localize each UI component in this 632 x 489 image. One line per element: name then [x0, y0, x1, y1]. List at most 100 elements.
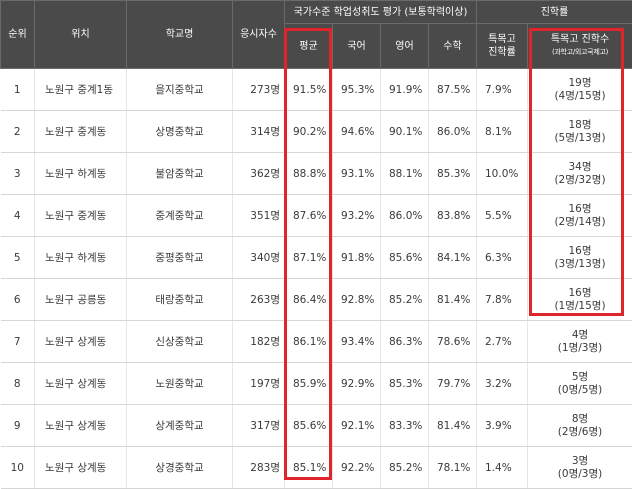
cell-school: 노원중학교: [127, 363, 233, 405]
cell-test-takers: 283명: [233, 447, 285, 489]
cell-test-takers: 362명: [233, 153, 285, 195]
cell-average: 90.2%: [285, 111, 333, 153]
header-special-rate: 특목고 진학률: [477, 24, 528, 69]
cell-special-rate: 6.3%: [477, 237, 528, 279]
cell-test-takers: 263명: [233, 279, 285, 321]
cell-english: 86.0%: [381, 195, 429, 237]
header-special-rate-line2: 진학률: [477, 46, 527, 59]
cell-math: 83.8%: [429, 195, 477, 237]
cell-math: 78.6%: [429, 321, 477, 363]
header-korean: 국어: [333, 24, 381, 69]
cell-korean: 92.8%: [333, 279, 381, 321]
cell-location: 노원구 하계동: [35, 153, 127, 195]
cell-rank: 4: [1, 195, 35, 237]
cell-rank: 5: [1, 237, 35, 279]
cell-location: 노원구 중계동: [35, 111, 127, 153]
special-count-detail: (1명/15명): [528, 300, 632, 313]
cell-english: 85.2%: [381, 279, 429, 321]
header-admission-group: 진학률: [477, 1, 632, 24]
special-count-detail: (2명/6명): [528, 426, 632, 439]
special-count-total: 16명: [528, 287, 632, 300]
cell-math: 81.4%: [429, 405, 477, 447]
cell-korean: 93.4%: [333, 321, 381, 363]
cell-special-rate: 8.1%: [477, 111, 528, 153]
cell-location: 노원구 중계동: [35, 195, 127, 237]
cell-english: 90.1%: [381, 111, 429, 153]
cell-special-count: 16명(1명/15명): [528, 279, 632, 321]
cell-test-takers: 182명: [233, 321, 285, 363]
cell-math: 86.0%: [429, 111, 477, 153]
cell-rank: 7: [1, 321, 35, 363]
cell-school: 상명중학교: [127, 111, 233, 153]
cell-math: 81.4%: [429, 279, 477, 321]
cell-math: 85.3%: [429, 153, 477, 195]
cell-korean: 93.2%: [333, 195, 381, 237]
cell-average: 86.4%: [285, 279, 333, 321]
special-count-detail: (3명/13명): [528, 258, 632, 271]
special-count-total: 16명: [528, 245, 632, 258]
cell-location: 노원구 공릉동: [35, 279, 127, 321]
header-location: 위치: [35, 1, 127, 69]
special-count-detail: (2명/32명): [528, 174, 632, 187]
special-count-total: 5명: [528, 371, 632, 384]
cell-special-count: 5명(0명/5명): [528, 363, 632, 405]
special-count-total: 19명: [528, 77, 632, 90]
cell-location: 노원구 중계1동: [35, 69, 127, 111]
cell-math: 79.7%: [429, 363, 477, 405]
header-english: 영어: [381, 24, 429, 69]
cell-school: 상경중학교: [127, 447, 233, 489]
cell-average: 87.6%: [285, 195, 333, 237]
header-rank: 순위: [1, 1, 35, 69]
cell-school: 태랑중학교: [127, 279, 233, 321]
cell-special-count: 4명(1명/3명): [528, 321, 632, 363]
cell-rank: 8: [1, 363, 35, 405]
special-count-detail: (2명/14명): [528, 216, 632, 229]
special-count-detail: (1명/3명): [528, 342, 632, 355]
cell-test-takers: 273명: [233, 69, 285, 111]
cell-special-count: 3명(0명/3명): [528, 447, 632, 489]
special-count-total: 34명: [528, 161, 632, 174]
cell-average: 85.9%: [285, 363, 333, 405]
cell-english: 85.3%: [381, 363, 429, 405]
cell-location: 노원구 상계동: [35, 405, 127, 447]
cell-rank: 6: [1, 279, 35, 321]
cell-special-rate: 3.9%: [477, 405, 528, 447]
cell-english: 91.9%: [381, 69, 429, 111]
cell-test-takers: 317명: [233, 405, 285, 447]
table-header: 순위 위치 학교명 응시자수 국가수준 학업성취도 평가 (보통학력이상) 진학…: [1, 1, 632, 69]
cell-special-count: 8명(2명/6명): [528, 405, 632, 447]
cell-average: 85.1%: [285, 447, 333, 489]
cell-rank: 1: [1, 69, 35, 111]
cell-math: 84.1%: [429, 237, 477, 279]
special-count-detail: (4명/15명): [528, 90, 632, 103]
cell-test-takers: 197명: [233, 363, 285, 405]
cell-korean: 95.3%: [333, 69, 381, 111]
cell-school: 상계중학교: [127, 405, 233, 447]
header-special-count-line2: (과학고/외고국제고): [528, 46, 632, 59]
cell-test-takers: 340명: [233, 237, 285, 279]
cell-average: 88.8%: [285, 153, 333, 195]
cell-korean: 93.1%: [333, 153, 381, 195]
cell-average: 85.6%: [285, 405, 333, 447]
cell-english: 86.3%: [381, 321, 429, 363]
header-math: 수학: [429, 24, 477, 69]
cell-average: 91.5%: [285, 69, 333, 111]
cell-english: 85.6%: [381, 237, 429, 279]
cell-average: 86.1%: [285, 321, 333, 363]
cell-special-count: 19명(4명/15명): [528, 69, 632, 111]
special-count-detail: (0명/3명): [528, 468, 632, 481]
cell-school: 중계중학교: [127, 195, 233, 237]
cell-school: 을지중학교: [127, 69, 233, 111]
cell-special-count: 34명(2명/32명): [528, 153, 632, 195]
cell-korean: 92.1%: [333, 405, 381, 447]
